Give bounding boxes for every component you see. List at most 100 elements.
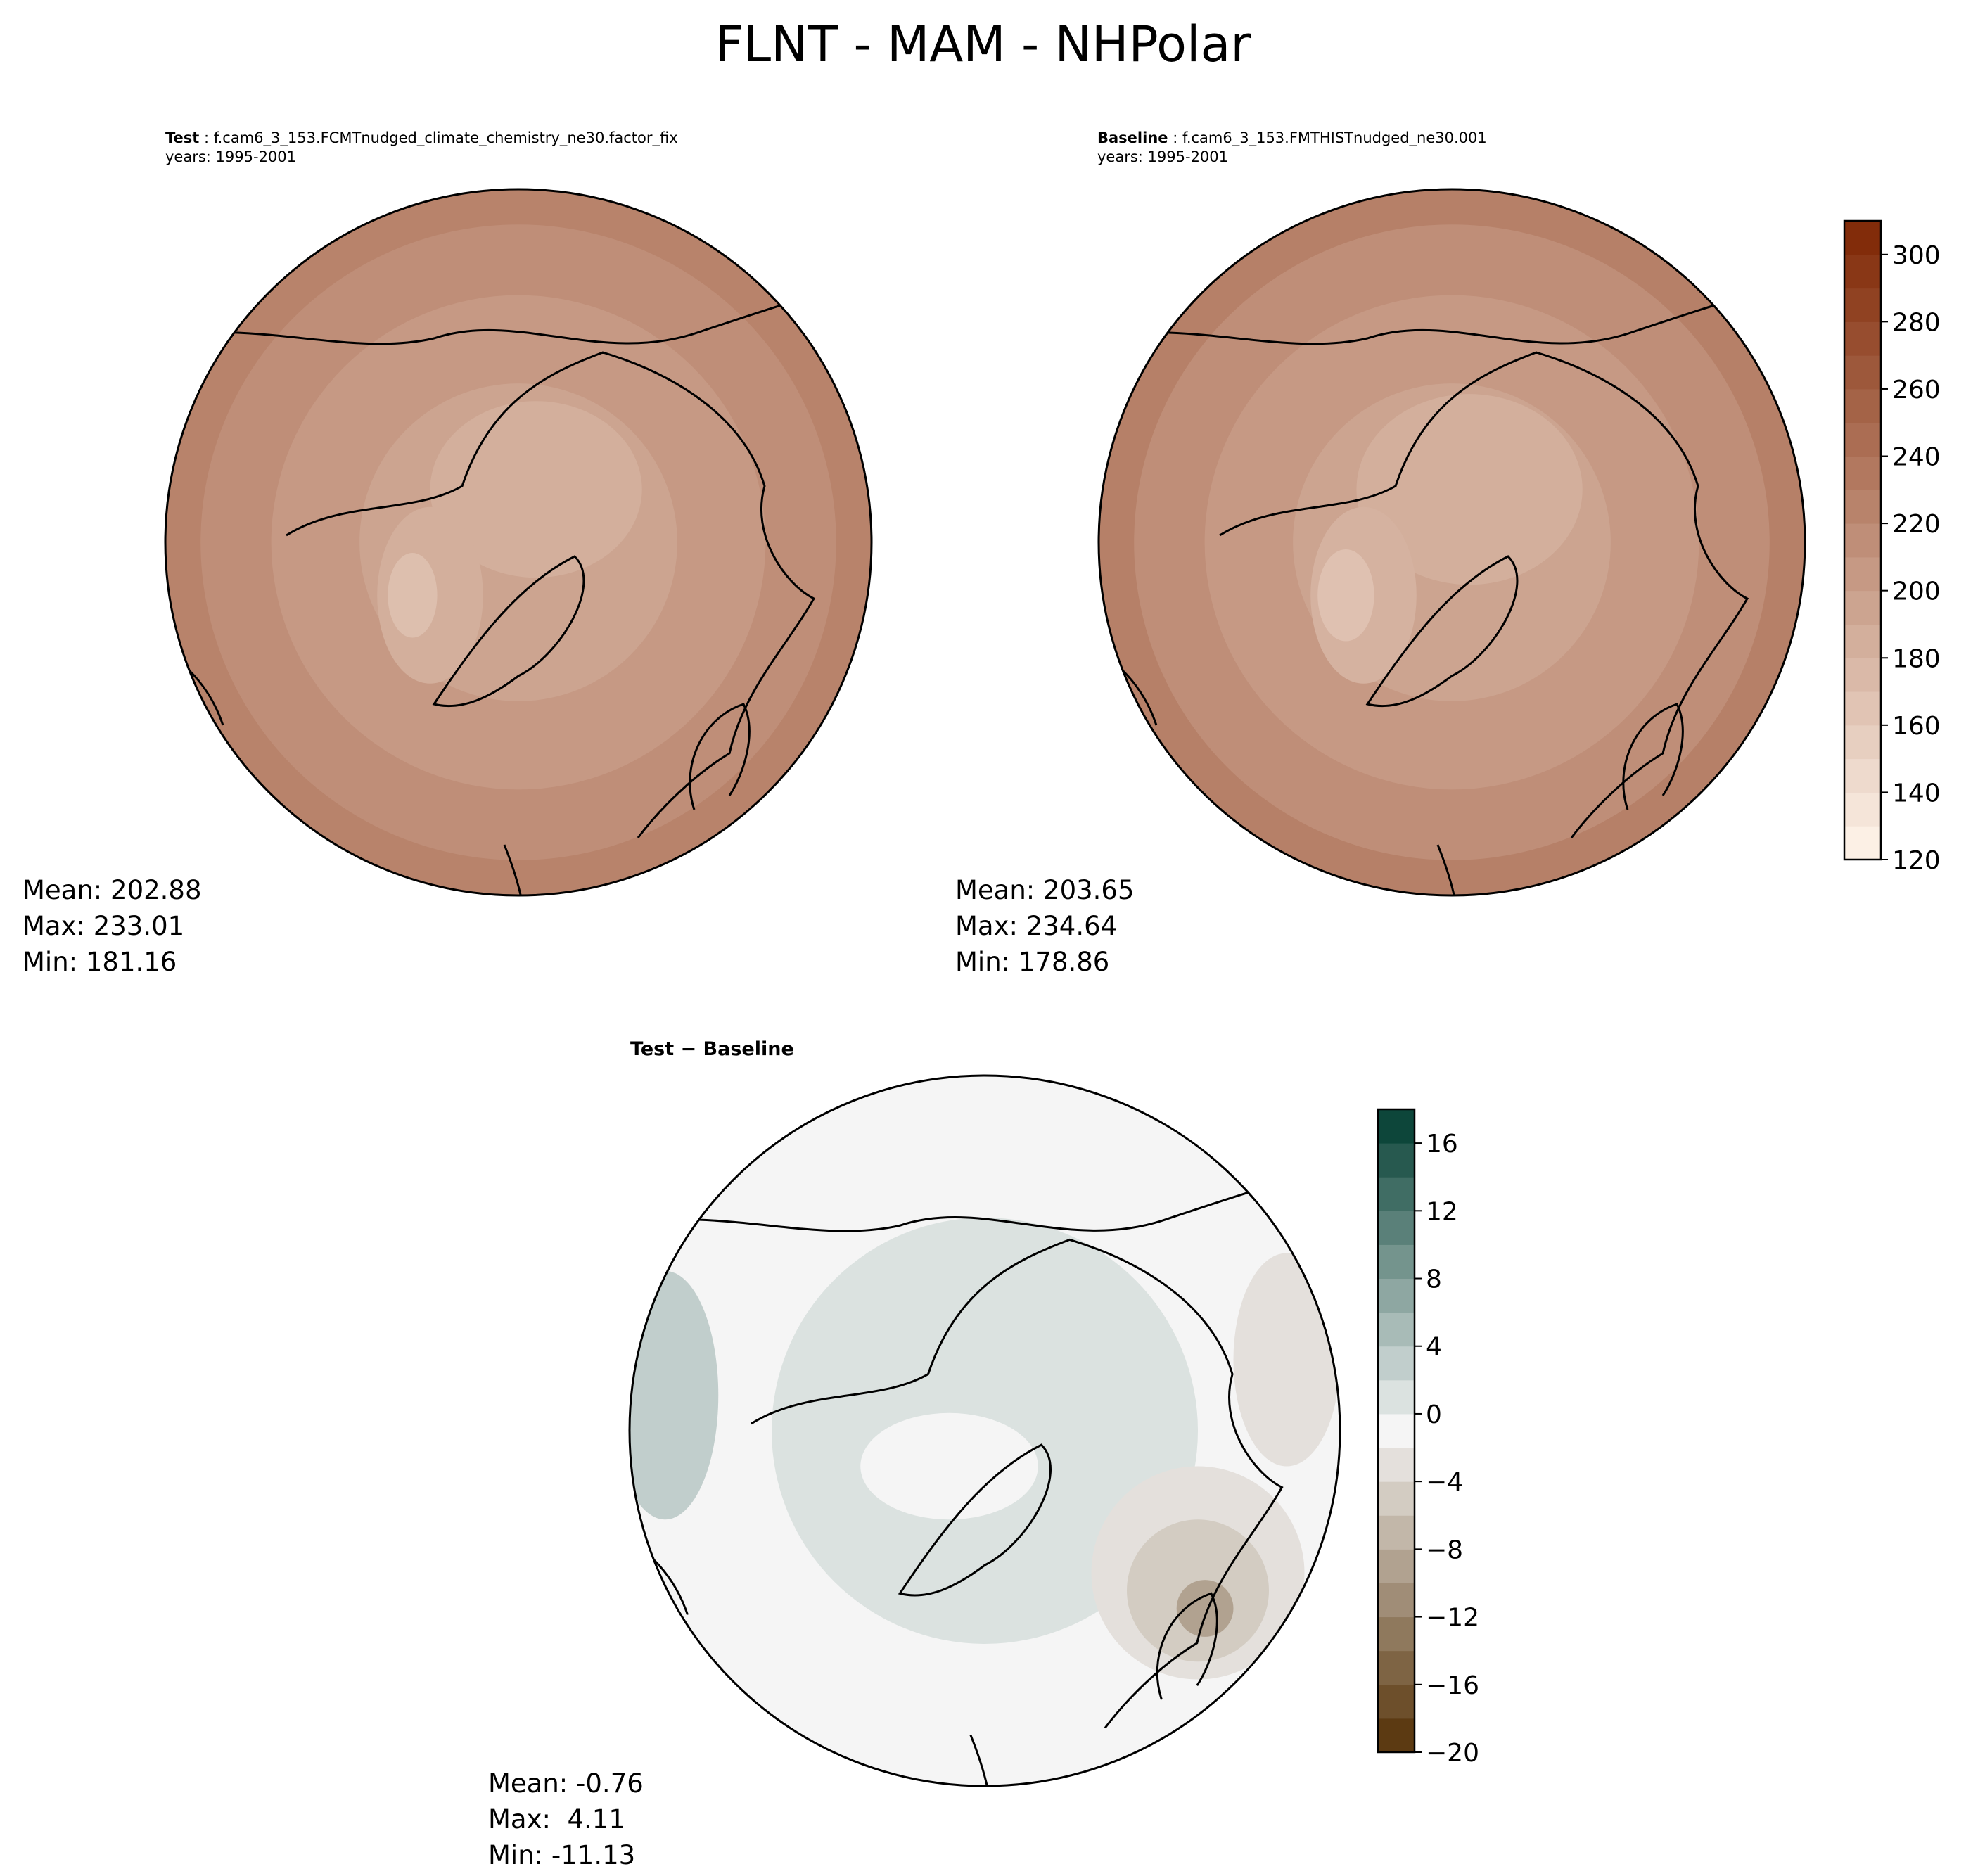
abs-colorbar: 120 140 160 180 200 220 240 260 280 300 [1843,219,1941,875]
colorbar-level [1378,1312,1415,1347]
baseline-map [1097,188,1806,897]
test-header: Test : f.cam6_3_153.FCMTnudged_climate_c… [165,129,678,165]
colorbar-level [1844,221,1881,255]
colorbar-level [1844,355,1881,390]
colorbar-level [1844,523,1881,558]
colorbar-level [1378,1583,1415,1618]
colorbar-tick-label: 200 [1892,578,1941,606]
coastline [751,1238,1284,1729]
colorbar-level [1378,1718,1415,1753]
map-boundary [1097,188,1806,897]
coastline [286,351,816,838]
diff-min: Min: -11.13 [488,1840,636,1870]
colorbar-tick-label: −16 [1426,1671,1479,1700]
colorbar-level [1844,456,1881,490]
colorbar-tick-label: 220 [1892,510,1941,539]
baseline-years: years: 1995-2001 [1097,148,1229,165]
colorbar-level [1378,1549,1415,1583]
colorbar-level [1844,321,1881,356]
colorbar-tick-label: 16 [1426,1130,1458,1159]
colorbar-level [1378,1346,1415,1381]
colorbar-tick-label: 300 [1892,241,1941,270]
coastline [1156,1592,1218,1700]
colorbar-level [1844,388,1881,423]
map-boundary [164,188,873,897]
coastline [1219,351,1749,838]
colorbar-level [1378,1177,1415,1211]
baseline-label: Baseline [1097,129,1168,146]
coastline [969,1735,993,1786]
colorbar-level [1378,1379,1415,1415]
colorbar-tick-label: 140 [1892,779,1941,808]
colorbar-level [1844,658,1881,692]
baseline-mean: Mean: 203.65 [955,875,1135,905]
colorbar-frame [1377,1108,1416,1754]
colorbar-level [1844,725,1881,760]
colorbar-tick-label: 120 [1892,846,1941,875]
colorbar-level [1378,1616,1415,1652]
coastline [689,703,751,810]
colorbar-level [1844,826,1881,860]
coastline [1365,555,1519,708]
colorbar-tick-label: −12 [1426,1604,1479,1633]
baseline-min: Min: 178.86 [955,947,1110,977]
colorbar-level [1844,590,1881,625]
test-label: Test [165,129,200,146]
contour-fill [430,401,642,578]
diff-stats: Mean: -0.76 Max: 4.11 Min: -11.13 [488,1766,644,1873]
baseline-header: Baseline : f.cam6_3_153.FMTHISTnudged_ne… [1097,129,1487,165]
colorbar-level [1844,288,1881,322]
colorbar-level [1378,1684,1415,1719]
colorbar-tick-label: 240 [1892,443,1941,472]
colorbar-tick-label: −4 [1426,1468,1463,1497]
colorbar-level [1378,1515,1415,1550]
map-boundary [628,1074,1341,1787]
contour-fill [1317,549,1374,642]
colorbar-level [1378,1413,1415,1448]
test-max: Max: 233.01 [23,911,185,941]
colorbar-level [1844,254,1881,289]
colorbar-level [1844,758,1881,793]
colorbar-level [1378,1650,1415,1685]
test-map [164,188,873,897]
test-mean: Mean: 202.88 [23,875,202,905]
coastline [1436,844,1460,895]
colorbar-tick-label: 0 [1426,1400,1442,1429]
test-case: f.cam6_3_153.FCMTnudged_climate_chemistr… [213,129,678,146]
colorbar-level [1844,691,1881,726]
coastline [503,844,527,895]
baseline-max: Max: 234.64 [955,911,1118,941]
contour-fill [1356,394,1583,585]
contour-fill [388,553,438,638]
colorbar-level [1844,792,1881,827]
coastline [432,555,585,708]
baseline-case: f.cam6_3_153.FMTHISTnudged_ne30.001 [1182,129,1487,146]
colorbar-frame [1843,219,1882,861]
colorbar-level [1844,556,1881,592]
colorbar-tick-label: 180 [1892,644,1941,673]
colorbar-tick-label: 4 [1426,1333,1442,1362]
contour-fill [1176,1580,1234,1637]
colorbar-level [1844,490,1881,524]
test-min: Min: 181.16 [23,947,177,977]
diff-mean: Mean: -0.76 [488,1768,644,1799]
colorbar-tick-label: −8 [1426,1536,1463,1564]
contour-fill [630,1270,719,1520]
colorbar-level [1378,1109,1415,1144]
colorbar-level [1844,624,1881,658]
coastline [1622,703,1684,810]
colorbar-tick-label: 12 [1426,1197,1458,1226]
diff-title: Test − Baseline [630,1038,794,1060]
colorbar-tick-label: 8 [1426,1265,1442,1294]
contour-fill [1233,1253,1340,1467]
figure-title: FLNT - MAM - NHPolar [715,15,1251,73]
colorbar-tick-label: −20 [1426,1739,1479,1768]
colorbar-level [1378,1244,1415,1280]
colorbar-level [1378,1481,1415,1516]
colorbar-level [1844,422,1881,457]
colorbar-tick-label: 280 [1892,308,1941,337]
colorbar-tick-label: 260 [1892,376,1941,404]
diff-map [628,1074,1341,1787]
colorbar-level [1378,1278,1415,1313]
